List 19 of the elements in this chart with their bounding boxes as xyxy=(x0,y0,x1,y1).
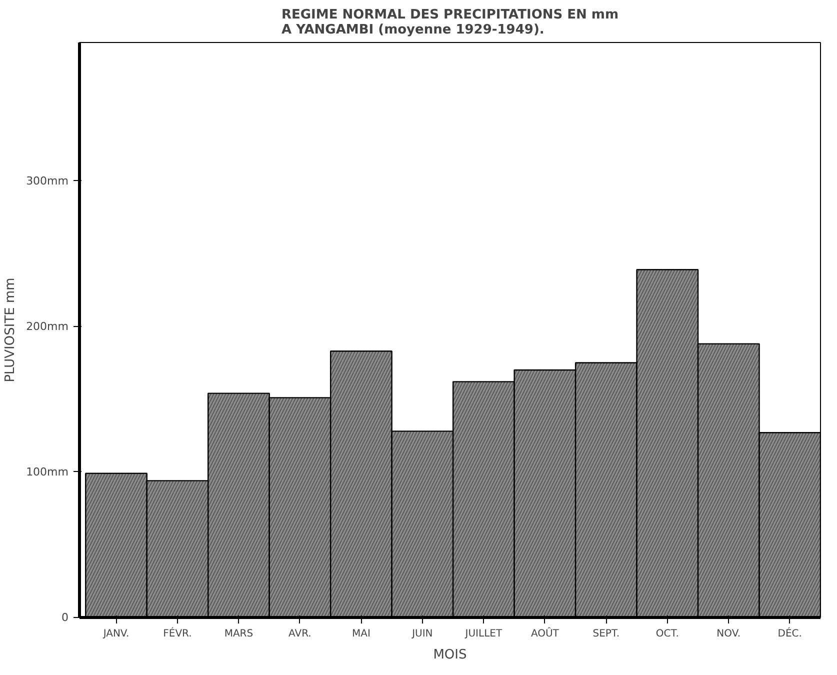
y-tick-label: 200mm xyxy=(26,320,69,333)
chart-title: REGIME NORMAL DES PRECIPITATIONS EN mm A YANGAMBI (moyenne 1929-1949). xyxy=(281,8,619,38)
x-tick-label: MARS xyxy=(224,628,254,640)
x-tick-label: AOÛT xyxy=(530,626,560,640)
y-tick-label: 100mm xyxy=(26,465,69,478)
x-tick-label: JUILLET xyxy=(464,628,503,640)
x-tick-label: NOV. xyxy=(716,628,741,640)
y-tick-label: 0 xyxy=(62,611,68,624)
x-axis-title: MOIS xyxy=(433,648,467,662)
x-tick-label: OCT. xyxy=(656,628,679,640)
x-tick-label: JANV. xyxy=(102,628,130,640)
y-tick-label: 300mm xyxy=(26,174,69,188)
x-tick-label: AVR. xyxy=(288,628,312,640)
x-tick-label: FÉVR. xyxy=(163,626,192,640)
x-tick-label: JUIN xyxy=(411,628,433,640)
x-tick-label: DÉC. xyxy=(778,626,802,640)
y-axis-title: PLUVIOSITE mm xyxy=(3,278,18,382)
x-tick-label: MAI xyxy=(352,628,370,640)
x-tick-label: SEPT. xyxy=(592,628,620,640)
